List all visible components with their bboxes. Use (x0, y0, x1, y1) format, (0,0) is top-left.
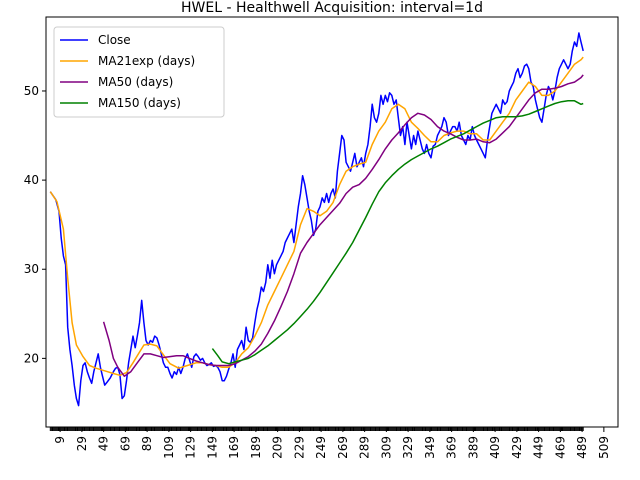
series-line-ma150-days (211, 100, 584, 365)
tick-layer: 9 29 49 69 89 109 129 149 169 189 209 229 249 269 289 3… (24, 84, 611, 459)
legend-box (53, 26, 225, 118)
x-tick-label: 289 (358, 436, 372, 459)
x-tick-label: 9 (53, 436, 67, 444)
y-tick-label: 50 (24, 84, 39, 98)
x-tick-label: 309 (379, 436, 393, 459)
x-tick-label: 509 (597, 436, 611, 459)
legend-label-ma50-days: MA50 (days) (98, 75, 173, 89)
y-tick-label: 40 (24, 173, 39, 187)
legend-label-close: Close (98, 33, 131, 47)
x-tick-label: 129 (184, 436, 198, 459)
series-line-close (49, 32, 584, 407)
x-tick-label: 409 (488, 436, 502, 459)
series-layer (49, 32, 584, 407)
y-tick-label: 20 (24, 351, 39, 365)
x-tick-label: 169 (227, 436, 241, 459)
legend: Close MA21exp (days) MA50 (days) MA150 (day… (53, 26, 225, 118)
x-tick-label: 249 (314, 436, 328, 459)
x-tick-label: 49 (97, 436, 111, 451)
x-tick-label: 229 (292, 436, 306, 459)
legend-label-ma21exp-days: MA21exp (days) (98, 54, 195, 68)
x-tick-label: 109 (162, 436, 176, 459)
x-tick-label: 469 (553, 436, 567, 459)
series-line-ma50-days (102, 74, 584, 377)
x-tick-label: 349 (423, 436, 437, 459)
chart-title: HWEL - Healthwell Acquisition: interval=… (181, 0, 483, 16)
x-tick-label: 269 (336, 436, 350, 459)
legend-label-ma150-days: MA150 (days) (98, 96, 181, 110)
x-tick-label: 29 (75, 436, 89, 451)
x-tick-label: 489 (575, 436, 589, 459)
x-tick-label: 449 (532, 436, 546, 459)
x-tick-label: 389 (466, 436, 480, 459)
x-tick-label: 429 (510, 436, 524, 459)
x-tick-label: 189 (249, 436, 263, 459)
x-tick-label: 69 (118, 436, 132, 451)
x-tick-label: 89 (140, 436, 154, 451)
x-tick-label: 209 (271, 436, 285, 459)
y-tick-label: 30 (24, 262, 39, 276)
x-tick-label: 329 (401, 436, 415, 459)
x-tick-label: 149 (205, 436, 219, 459)
x-tick-label: 369 (445, 436, 459, 459)
series-line-ma21exp-days (49, 56, 584, 377)
